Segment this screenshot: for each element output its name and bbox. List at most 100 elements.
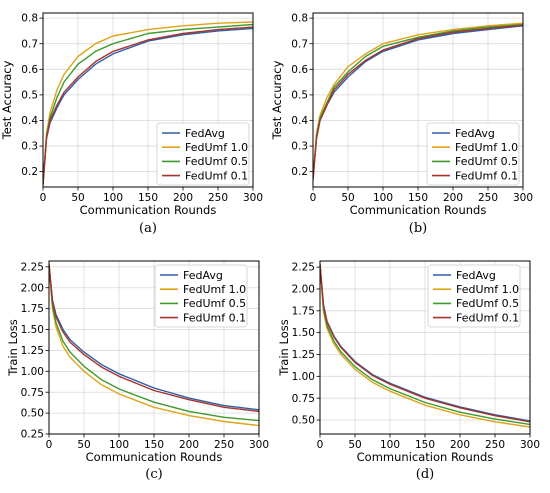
- panel-c: 0 50 100 150 200 250 300 0.25 0.50 0.75 1.00 1.25 1.…: [6, 260, 269, 482]
- legend-label-fedavg: FedAvg: [455, 127, 495, 140]
- y-tick-label: 0.75: [21, 387, 44, 399]
- panel-caption: (a): [139, 221, 157, 236]
- x-tick-label: 250: [478, 192, 498, 204]
- series-line-fedumf-0-1: [43, 26, 253, 185]
- legend-label-fedumf-1-0: FedUmf 1.0: [183, 283, 246, 296]
- y-tick-label: 1.25: [21, 345, 44, 357]
- x-tick-label: 50: [71, 192, 84, 204]
- legend-label-fedumf-1-0: FedUmf 1.0: [455, 141, 518, 154]
- series-line-fedumf-1-0: [49, 264, 259, 427]
- legend-label-fedavg: FedAvg: [183, 269, 223, 282]
- x-tick-label: 250: [214, 439, 234, 451]
- x-axis-label: Communication Rounds: [350, 203, 487, 217]
- legend-label-fedumf-0-5: FedUmf 0.5: [183, 297, 246, 310]
- y-axis-label: Train Loss: [277, 319, 291, 376]
- x-tick-label: 300: [243, 192, 263, 204]
- y-tick-label: 1.00: [21, 366, 44, 378]
- x-tick-label: 0: [40, 192, 47, 204]
- legend-label-fedumf-0-5: FedUmf 0.5: [185, 155, 248, 168]
- panel-caption: (c): [145, 467, 162, 482]
- panel-d: 0 50 100 150 200 250 300 0.50 0.75 1.00 1.25 1.50 1.…: [277, 260, 540, 482]
- y-tick-label: 2.00: [21, 282, 44, 294]
- x-tick-label: 0: [317, 439, 324, 451]
- legend-label-fedumf-0-5: FedUmf 0.5: [455, 155, 518, 168]
- y-tick-label: 1.00: [292, 371, 315, 383]
- x-tick-label: 50: [348, 439, 361, 451]
- legend-label-fedumf-0-5: FedUmf 0.5: [456, 297, 519, 310]
- x-tick-label: 200: [173, 192, 193, 204]
- y-tick-label: 1.50: [21, 324, 44, 336]
- x-tick-label: 250: [485, 439, 505, 451]
- panel-a: 0 50 100 150 200 250 300 0.2 0.3 0.4 0.5 0.6 0.7 0.8 C…: [0, 12, 263, 236]
- legend-label-fedumf-0-1: FedUmf 0.1: [456, 311, 519, 324]
- legend-box: [154, 264, 248, 328]
- y-tick-label: 0.2: [291, 166, 308, 178]
- y-tick-label: 2.25: [292, 262, 315, 274]
- y-tick-label: 0.8: [21, 13, 38, 25]
- y-axis-label: Test Accuracy: [0, 60, 14, 140]
- y-tick-label: 0.75: [292, 393, 315, 405]
- legend-label-fedumf-0-1: FedUmf 0.1: [185, 169, 248, 182]
- x-tick-label: 300: [520, 439, 540, 451]
- x-axis-label: Communication Rounds: [357, 450, 494, 464]
- x-tick-label: 0: [46, 439, 53, 451]
- y-axis-label: Train Loss: [6, 319, 20, 376]
- x-tick-label: 150: [138, 192, 158, 204]
- y-tick-label: 0.3: [21, 141, 38, 153]
- x-axis-label: Communication Rounds: [86, 450, 223, 464]
- legend-label-fedumf-1-0: FedUmf 1.0: [185, 141, 248, 154]
- legend-box: [427, 264, 521, 328]
- y-tick-label: 0.25: [21, 429, 44, 441]
- x-tick-label: 50: [341, 192, 354, 204]
- x-tick-label: 200: [179, 439, 199, 451]
- y-tick-label: 0.4: [21, 115, 38, 127]
- x-tick-label: 100: [109, 439, 129, 451]
- y-tick-label: 0.50: [21, 408, 44, 420]
- series-line-fedumf-0-1: [49, 264, 259, 413]
- x-tick-label: 150: [408, 192, 428, 204]
- y-tick-label: 1.75: [21, 303, 44, 315]
- panel-caption: (d): [416, 467, 434, 482]
- series-line-fedumf-0-1: [313, 24, 523, 180]
- x-tick-label: 300: [249, 439, 269, 451]
- y-axis-label: Test Accuracy: [270, 60, 284, 140]
- x-tick-label: 200: [450, 439, 470, 451]
- y-tick-label: 2.00: [292, 284, 315, 296]
- series-line-fedumf-0-5: [49, 264, 259, 422]
- y-tick-label: 0.50: [292, 415, 315, 427]
- y-tick-label: 0.5: [21, 89, 38, 101]
- x-tick-label: 100: [380, 439, 400, 451]
- x-axis-label: Communication Rounds: [80, 203, 217, 217]
- x-tick-label: 250: [208, 192, 228, 204]
- x-tick-label: 300: [513, 192, 533, 204]
- x-tick-label: 100: [103, 192, 123, 204]
- y-tick-label: 2.25: [21, 261, 44, 273]
- y-tick-label: 0.5: [291, 89, 308, 101]
- legend-label-fedavg: FedAvg: [456, 269, 496, 282]
- panel-b: 0 50 100 150 200 250 300 0.2 0.3 0.4 0.5 0.6 0.7 0.8 C…: [270, 12, 533, 236]
- y-tick-label: 1.75: [292, 305, 315, 317]
- legend-box: [156, 122, 250, 186]
- panel-caption: (b): [409, 221, 427, 236]
- x-tick-label: 150: [415, 439, 435, 451]
- y-tick-label: 0.7: [291, 38, 308, 50]
- x-tick-label: 100: [373, 192, 393, 204]
- x-tick-label: 150: [144, 439, 164, 451]
- legend-label-fedumf-0-1: FedUmf 0.1: [455, 169, 518, 182]
- y-tick-label: 0.7: [21, 38, 38, 50]
- x-tick-label: 200: [443, 192, 463, 204]
- legend-box: [426, 122, 520, 186]
- y-tick-label: 1.25: [292, 349, 315, 361]
- y-tick-label: 0.3: [291, 141, 308, 153]
- series-line-fedumf-0-5: [320, 264, 530, 426]
- y-tick-label: 1.50: [292, 327, 315, 339]
- y-tick-label: 0.4: [291, 115, 308, 127]
- series-line-fedumf-0-1: [320, 264, 530, 423]
- x-tick-label: 0: [310, 192, 317, 204]
- legend-label-fedumf-1-0: FedUmf 1.0: [456, 283, 519, 296]
- y-tick-label: 0.8: [291, 13, 308, 25]
